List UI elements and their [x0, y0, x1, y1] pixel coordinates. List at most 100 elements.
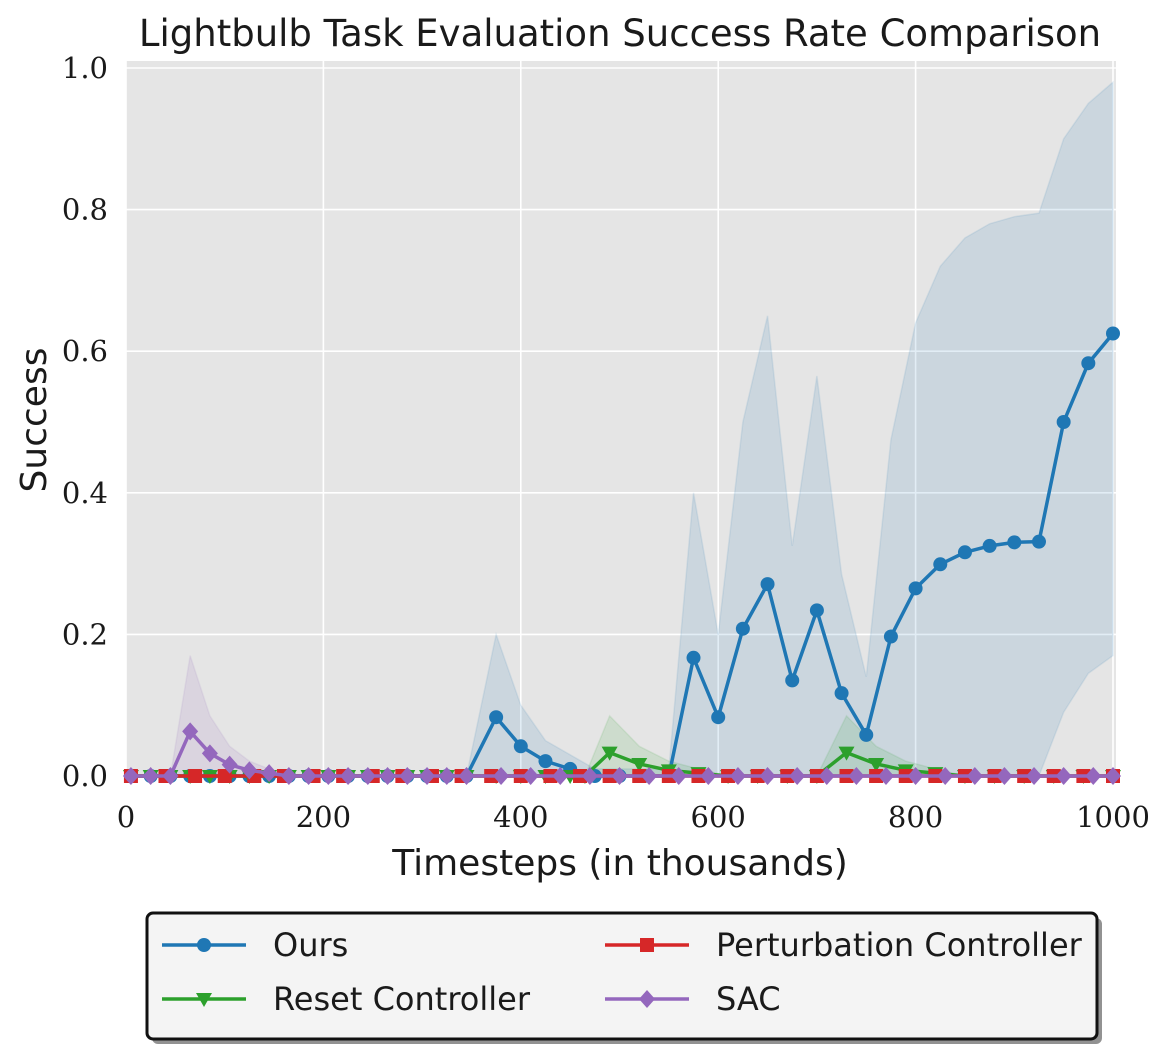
- point-ours: [1031, 534, 1046, 549]
- legend-swatch-marker: [196, 993, 212, 1007]
- y-tick-label: 0.4: [62, 476, 108, 510]
- point-sac: [458, 767, 475, 785]
- point-ours: [513, 739, 528, 754]
- legend-entry-perturbation-controller: Perturbation Controller: [605, 926, 1083, 964]
- point-sac: [142, 767, 159, 785]
- y-tick-label: 0.2: [62, 617, 108, 651]
- point-ours: [760, 577, 775, 592]
- x-tick-label: 200: [296, 800, 351, 834]
- point-ours: [933, 557, 948, 572]
- x-tick-label: 400: [493, 800, 548, 834]
- point-reset-controller: [838, 746, 855, 761]
- y-tick-label: 1.0: [62, 51, 108, 85]
- point-sac: [241, 761, 258, 780]
- point-ours: [957, 545, 972, 560]
- point-sac: [493, 767, 510, 785]
- legend-entries: Ours Perturbation Controller Reset Control…: [162, 926, 1083, 1018]
- y-tick-label: 0.0: [62, 759, 108, 793]
- point-sac: [359, 767, 376, 785]
- legend-frame: [145, 911, 1099, 1041]
- point-sac: [182, 722, 199, 741]
- series-lines: [122, 326, 1121, 785]
- y-tick-label: 0.6: [62, 334, 108, 368]
- point-ours: [982, 538, 997, 553]
- point-sac: [907, 767, 924, 785]
- legend-swatch-marker: [640, 938, 654, 952]
- point-sac: [552, 767, 569, 785]
- point-sac: [522, 767, 539, 785]
- point-ours: [809, 603, 824, 618]
- point-sac: [759, 767, 776, 785]
- x-tick-label: 800: [888, 800, 943, 834]
- point-sac: [340, 767, 357, 785]
- point-perturbation-controller: [188, 769, 203, 783]
- point-ours: [859, 727, 874, 742]
- point-ours: [908, 581, 923, 596]
- tick-labels: 0 200 400 600 800 1000 0.0 0.2 0.4 0.6 0.8 1.0: [62, 51, 1150, 834]
- point-ours: [686, 650, 701, 665]
- legend: Ours Perturbation Controller Reset Control…: [145, 911, 1102, 1044]
- point-reset-controller: [868, 757, 885, 772]
- x-axis-label: Timesteps (in thousands): [391, 843, 848, 884]
- point-ours: [1007, 535, 1022, 550]
- point-sac: [611, 767, 628, 785]
- point-sac: [700, 767, 717, 785]
- legend-swatch-marker: [197, 938, 211, 952]
- legend-entry-ours: Ours: [162, 926, 348, 964]
- point-ours: [538, 754, 553, 769]
- point-ours: [1056, 415, 1071, 429]
- point-sac: [280, 767, 297, 785]
- legend-entry-reset-controller: Reset Controller: [162, 980, 531, 1018]
- point-sac: [729, 767, 746, 785]
- x-tick-label: 600: [691, 800, 746, 834]
- point-sac: [641, 767, 658, 785]
- point-ours: [489, 710, 504, 725]
- point-sac: [1055, 767, 1072, 785]
- legend-label: Perturbation Controller: [716, 926, 1083, 964]
- point-sac: [201, 744, 218, 763]
- point-ours: [785, 673, 800, 688]
- point-reset-controller: [601, 746, 618, 761]
- legend-label: SAC: [716, 980, 781, 1018]
- legend-swatch-marker: [639, 990, 655, 1008]
- point-sac: [670, 767, 687, 785]
- point-ours: [1106, 326, 1120, 341]
- chart-title: Lightbulb Task Evaluation Success Rate C…: [139, 12, 1101, 55]
- point-sac: [581, 767, 598, 785]
- point-sac: [966, 767, 983, 785]
- point-sac: [261, 764, 278, 783]
- line-sac: [130, 729, 1113, 778]
- point-sac: [937, 767, 954, 785]
- legend-entry-sac: SAC: [605, 980, 781, 1018]
- point-sac: [877, 767, 894, 785]
- point-sac: [221, 755, 238, 774]
- point-sac: [438, 767, 455, 785]
- point-sac: [399, 767, 416, 785]
- point-reset-controller: [631, 757, 648, 772]
- point-sac: [300, 767, 317, 785]
- point-perturbation-controller: [217, 769, 232, 783]
- point-ours: [711, 710, 726, 725]
- grid-lines: [125, 61, 1116, 777]
- point-ours: [834, 686, 849, 701]
- x-tick-label: 1000: [1076, 800, 1150, 834]
- plot-area: [126, 61, 1116, 777]
- legend-label: Ours: [273, 926, 348, 964]
- point-sac: [1105, 767, 1121, 785]
- point-sac: [379, 767, 396, 785]
- point-sac: [848, 767, 865, 785]
- series-sac: [122, 722, 1121, 785]
- x-tick-label: 0: [117, 800, 135, 834]
- point-sac: [996, 767, 1013, 785]
- y-tick-label: 0.8: [62, 193, 108, 227]
- point-sac: [1085, 767, 1102, 785]
- point-sac: [419, 767, 436, 785]
- point-sac: [789, 767, 806, 785]
- point-ours: [1081, 356, 1096, 371]
- point-sac: [320, 767, 337, 785]
- point-sac: [1026, 767, 1043, 785]
- point-ours: [735, 621, 750, 636]
- point-ours: [883, 629, 898, 644]
- point-sac: [122, 767, 139, 785]
